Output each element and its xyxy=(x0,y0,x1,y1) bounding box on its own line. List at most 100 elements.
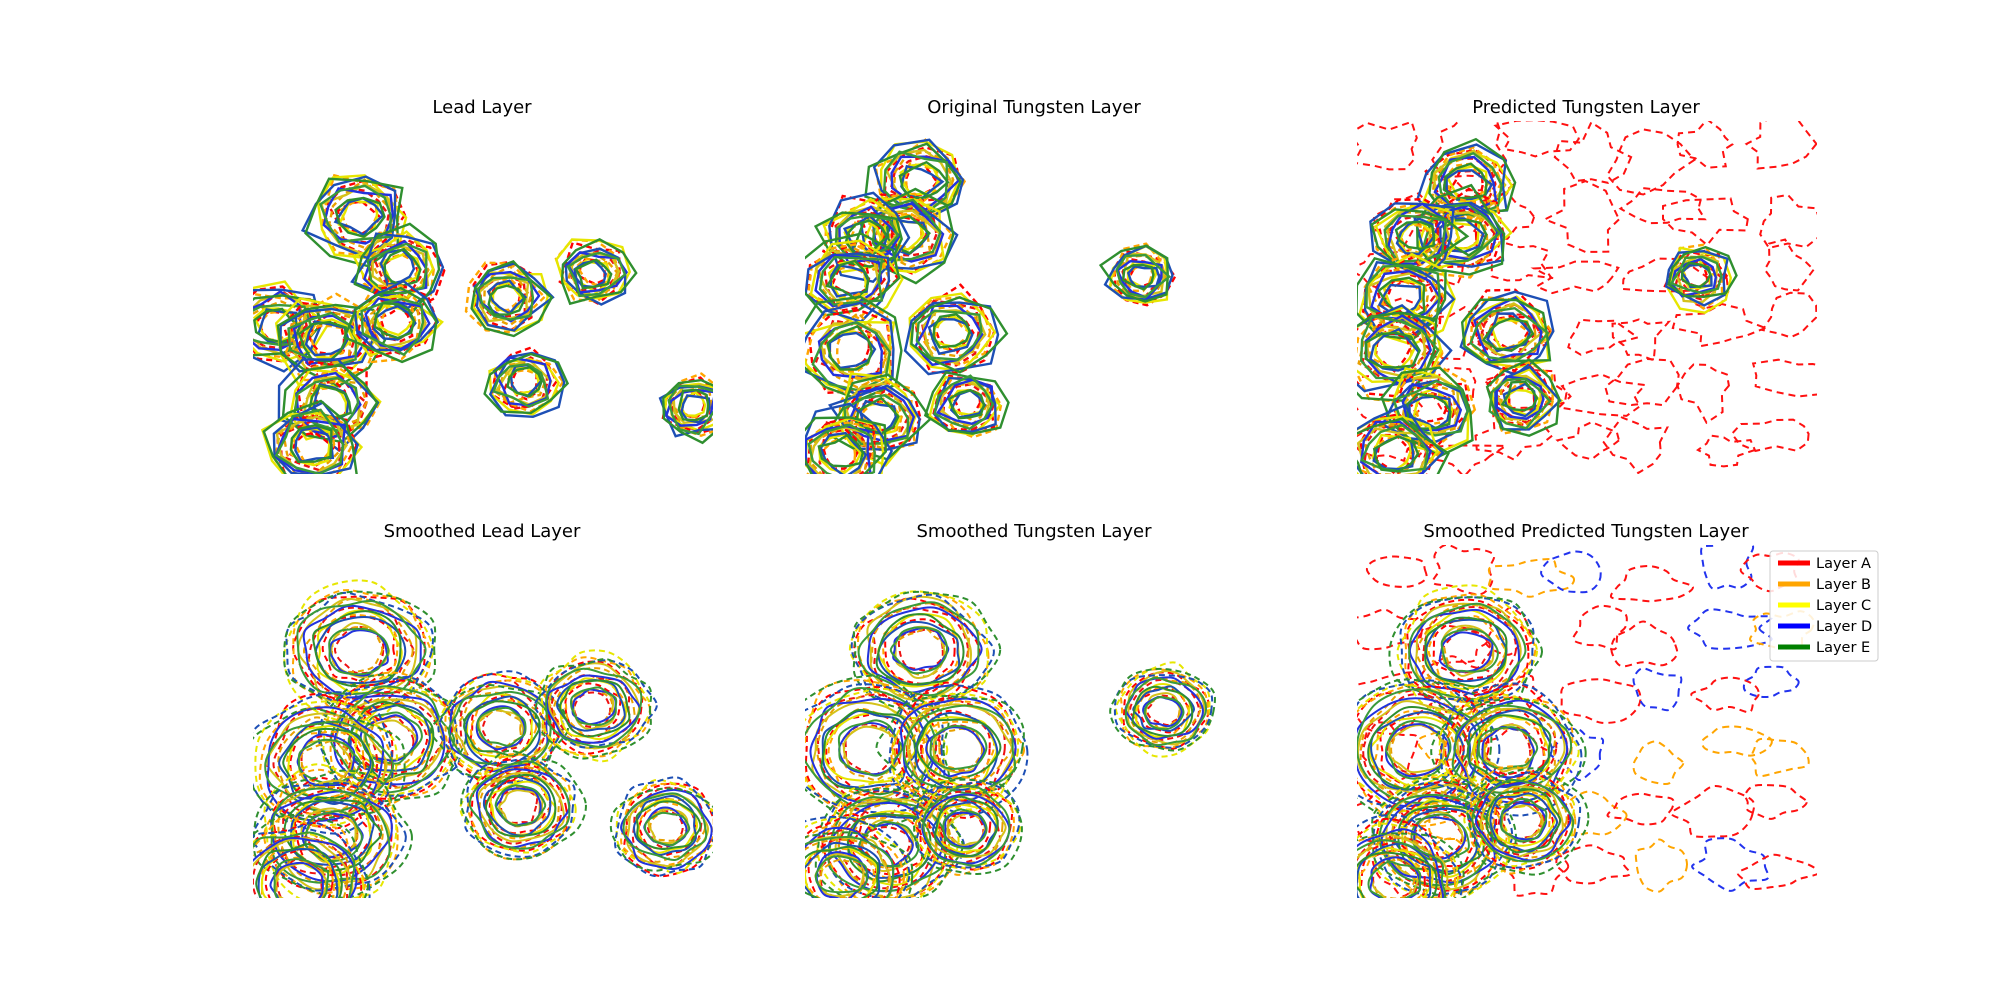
contour-line xyxy=(460,749,587,861)
contour-line xyxy=(1440,628,1499,673)
contour-line xyxy=(364,297,431,351)
contour-plot-area xyxy=(253,173,713,474)
contour-line xyxy=(1394,220,1436,251)
background-contour-line xyxy=(1701,725,1773,757)
contour-line xyxy=(1408,391,1448,424)
contour-line xyxy=(852,590,1002,710)
contour-line xyxy=(321,615,397,684)
panel-title: Predicted Tungsten Layer xyxy=(1472,97,1700,118)
contour-line xyxy=(625,797,707,863)
contour-line xyxy=(534,658,653,760)
contour-line xyxy=(1357,688,1482,804)
contour-peak xyxy=(1484,358,1564,437)
contour-line xyxy=(1380,366,1474,458)
background-contour-line xyxy=(1540,550,1602,594)
contour-line xyxy=(1388,791,1493,884)
background-contour-line xyxy=(1602,416,1669,474)
contour-line xyxy=(822,789,965,898)
background-contour-line xyxy=(1751,358,1817,398)
contour-line xyxy=(870,602,970,700)
contour-line xyxy=(1370,208,1470,276)
contour-line xyxy=(324,178,407,258)
contour-line xyxy=(573,691,612,728)
background-contour-line xyxy=(1556,373,1648,417)
contour-peak xyxy=(1357,814,1465,898)
panel-smoothed-tungsten-layer: Smoothed Tungsten Layer xyxy=(805,521,1216,898)
contour-line xyxy=(858,820,920,868)
contour-line xyxy=(922,785,1011,867)
contour-line xyxy=(1374,332,1412,372)
contour-line xyxy=(635,800,702,850)
contour-line xyxy=(1680,263,1713,289)
contour-line xyxy=(1468,709,1553,789)
contour-line xyxy=(367,242,430,303)
background-contour-line xyxy=(1700,545,1755,590)
contour-line xyxy=(293,793,373,872)
legend-label: Layer D xyxy=(1816,619,1872,635)
contour-line xyxy=(814,855,868,894)
contour-line xyxy=(1357,836,1442,898)
contour-line xyxy=(1357,833,1449,898)
contour-line xyxy=(805,301,895,398)
contour-line xyxy=(1357,427,1429,474)
contour-line xyxy=(1122,263,1155,291)
background-contour-line xyxy=(1662,197,1749,247)
contour-line xyxy=(282,412,347,474)
contour-line xyxy=(1357,417,1450,474)
legend-label: Layer B xyxy=(1816,577,1871,593)
contour-line xyxy=(1408,602,1527,701)
background-contour-line xyxy=(1609,564,1694,603)
contour-line xyxy=(872,607,969,696)
contour-line xyxy=(1142,695,1183,728)
contour-line xyxy=(1471,778,1575,863)
contour-line xyxy=(291,589,432,719)
contour-line xyxy=(494,784,547,827)
background-contour-line xyxy=(1744,783,1808,820)
contour-line xyxy=(468,760,571,850)
contour-line xyxy=(1357,846,1434,898)
contour-peak xyxy=(1357,403,1450,474)
contour-line xyxy=(273,409,353,474)
legend-entry: Layer A xyxy=(1778,556,1871,572)
contour-line xyxy=(369,292,421,350)
panel-lead-layer: Lead Layer xyxy=(253,97,713,474)
contour-line xyxy=(1367,860,1422,898)
contour-line xyxy=(646,810,684,849)
contour-line xyxy=(273,858,330,898)
contour-line xyxy=(253,815,367,898)
contour-line xyxy=(1422,203,1502,264)
contour-line xyxy=(841,725,897,781)
contour-line xyxy=(1115,253,1172,299)
contour-line xyxy=(287,311,358,368)
contour-line xyxy=(680,391,707,417)
contour-line xyxy=(932,313,971,349)
contour-line xyxy=(263,768,399,895)
contour-line xyxy=(556,679,626,732)
contour-line xyxy=(626,792,709,868)
background-contour-line xyxy=(1763,238,1815,292)
legend: Layer A Layer B Layer C Layer D Layer E xyxy=(1769,550,1879,662)
contour-line xyxy=(1113,249,1177,307)
contour-line xyxy=(898,160,950,200)
contour-peak xyxy=(805,402,894,474)
contour-line xyxy=(805,846,878,898)
contour-line xyxy=(1444,683,1569,810)
background-contour-line xyxy=(1530,260,1620,295)
contour-line xyxy=(475,705,526,751)
contour-line xyxy=(373,301,416,340)
contour-line xyxy=(330,626,384,674)
contour-peak xyxy=(343,279,444,364)
contour-line xyxy=(1383,214,1448,263)
panel-title: Smoothed Lead Layer xyxy=(384,521,581,542)
contour-line xyxy=(1385,211,1449,258)
contour-line xyxy=(253,813,370,898)
panel-title: Lead Layer xyxy=(432,97,532,118)
contour-line xyxy=(383,247,422,287)
background-contour-line xyxy=(1621,257,1712,293)
contour-line xyxy=(262,399,358,474)
contour-line xyxy=(1363,252,1447,336)
background-contour-line xyxy=(1676,363,1730,425)
contour-line xyxy=(1126,675,1202,745)
contour-line xyxy=(1397,220,1439,255)
